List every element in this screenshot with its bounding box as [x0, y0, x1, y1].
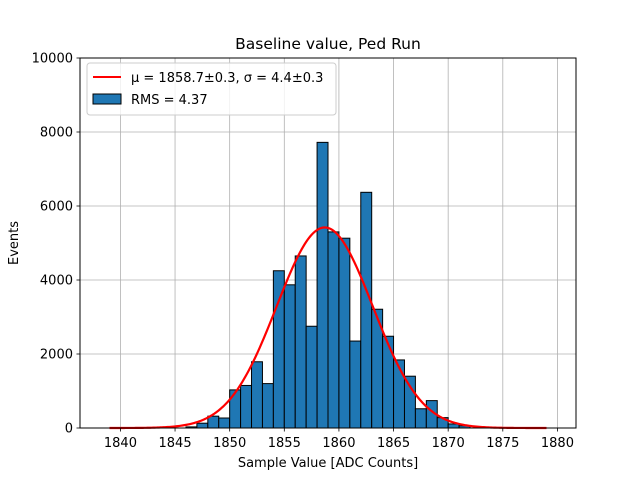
legend-hist-label: RMS = 4.37 [131, 93, 208, 108]
histogram-bar [360, 191, 373, 429]
histogram-bar [218, 417, 231, 429]
histogram-bar [403, 375, 416, 429]
x-tick-label: 1880 [541, 436, 574, 451]
x-tick-label: 1845 [159, 436, 192, 451]
histogram-bar [393, 359, 405, 429]
histogram-bar [283, 284, 296, 429]
x-tick-label: 1865 [377, 436, 410, 451]
legend-fit-label: μ = 1858.7±0.3, σ = 4.4±0.3 [131, 71, 323, 86]
histogram-bar [272, 270, 285, 429]
histogram-bar [240, 384, 253, 429]
histogram-bar [327, 231, 340, 429]
gaussian-fit-curve [109, 226, 547, 430]
x-tick-label: 1850 [213, 436, 246, 451]
x-axis-label: Sample Value [ADC Counts] [238, 456, 418, 471]
histogram-bar [414, 408, 427, 429]
histogram-bar [316, 141, 329, 429]
plot-frame [79, 57, 577, 429]
y-tick-label: 4000 [40, 274, 73, 289]
y-tick-label: 0 [65, 422, 73, 437]
y-tick-label: 6000 [40, 200, 73, 215]
chart-title: Baseline value, Ped Run [235, 35, 421, 53]
histogram-bar [229, 389, 242, 429]
y-tick-label: 8000 [40, 126, 73, 141]
y-axis-label: Events [7, 221, 22, 265]
histogram-bar [251, 361, 263, 429]
x-tick-label: 1860 [322, 436, 355, 451]
y-tick-label: 10000 [32, 52, 73, 67]
histogram-bar [261, 383, 274, 429]
x-tick-label: 1855 [268, 436, 301, 451]
y-tick-label: 2000 [40, 348, 73, 363]
legend-box [86, 62, 337, 116]
histogram-bar [338, 237, 351, 429]
y-axis-ticks: 0 2000 4000 6000 8000 10000 [32, 52, 80, 437]
legend: μ = 1858.7±0.3, σ = 4.4±0.3 RMS = 4.37 [86, 62, 337, 116]
histogram-bar [294, 255, 307, 429]
histogram-bar [349, 340, 362, 429]
x-axis-ticks: 1840 1845 1850 1855 1860 1865 1870 1875 1880 [104, 428, 574, 451]
x-tick-label: 1875 [486, 436, 519, 451]
x-tick-label: 1840 [104, 436, 137, 451]
gaussian-fit [109, 226, 547, 430]
histogram-bar [196, 422, 209, 429]
x-tick-label: 1870 [432, 436, 465, 451]
legend-hist-swatch [92, 93, 122, 105]
histogram-bar [305, 325, 318, 429]
